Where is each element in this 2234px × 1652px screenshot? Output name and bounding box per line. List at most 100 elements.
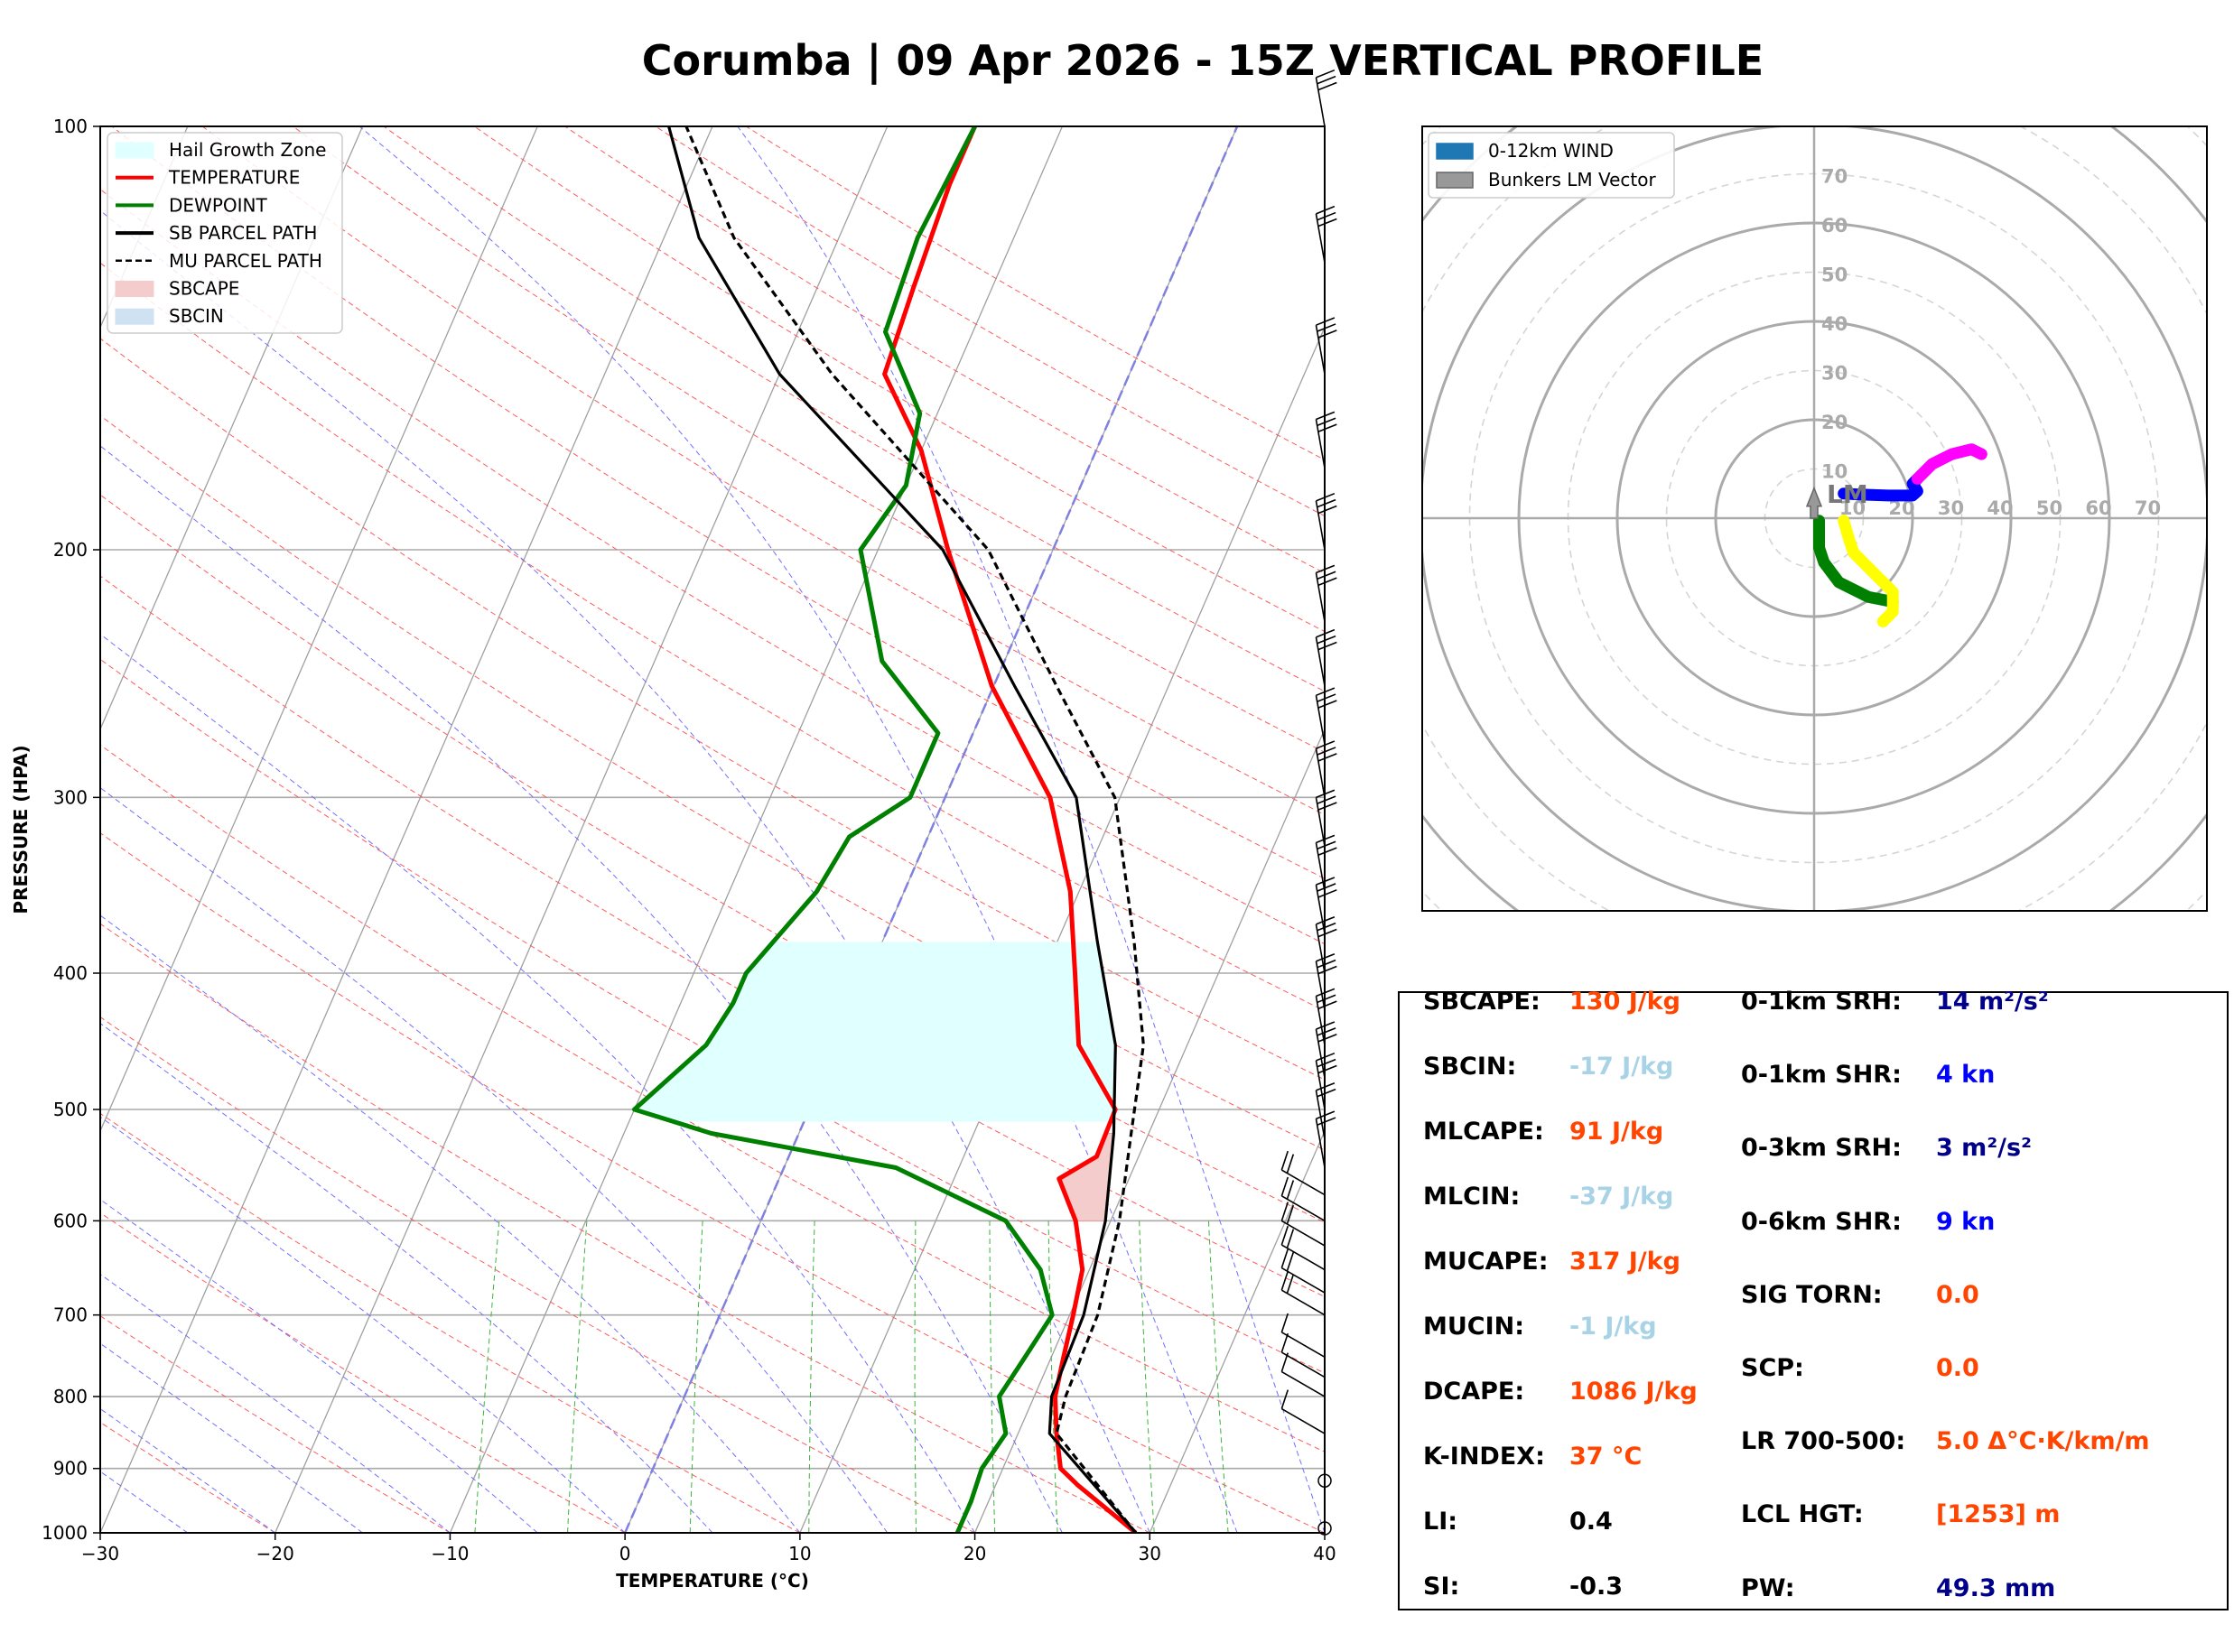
stat-value: 14 m²/s²: [1936, 988, 2049, 1016]
ring-label: 70: [1821, 166, 1848, 188]
stat-label: MUCIN:: [1423, 1313, 1525, 1341]
moist-adiabat: [100, 1199, 538, 1533]
stat-label: 0-1km SHR:: [1741, 1061, 1902, 1090]
stat-value: 4 kn: [1936, 1061, 1996, 1090]
wind-barb: [1315, 411, 1337, 469]
legend-entry: SBCIN: [115, 305, 224, 327]
stat-label: K-INDEX:: [1423, 1443, 1545, 1471]
wind-barb: [1315, 492, 1337, 551]
stat-label: LR 700-500:: [1741, 1427, 1906, 1456]
ring-label: 70: [2135, 497, 2161, 519]
ring-label: 50: [2036, 497, 2062, 519]
stat-value: 0.0: [1936, 1354, 1979, 1382]
wind-barb: [1280, 1150, 1326, 1196]
stat-value: 317 J/kg: [1569, 1248, 1680, 1276]
stat-value: [1253] m: [1936, 1500, 2061, 1529]
isotherm: [100, 126, 713, 1533]
wind-barb: [1315, 740, 1337, 798]
mixing-ratio-line: [914, 1220, 917, 1533]
wind-barb: [1315, 564, 1337, 622]
mixing-ratio-line: [1208, 1220, 1229, 1533]
legend-label: SBCAPE: [169, 278, 239, 300]
legend-label: Hail Growth Zone: [169, 139, 326, 161]
ring-label: 30: [1938, 497, 1964, 519]
stat-value: 37 °C: [1569, 1443, 1643, 1471]
dry-adiabat: [100, 832, 1325, 1533]
wind-barb: [1280, 1225, 1326, 1271]
ring-label: 10: [1821, 461, 1848, 483]
series-mu-parcel-path: [684, 126, 1145, 1533]
moist-adiabat: [100, 1116, 626, 1533]
pressure-tick-label: 400: [53, 962, 88, 984]
stat-value: -0.3: [1569, 1573, 1624, 1601]
ring-label: 30: [1821, 363, 1848, 385]
dry-adiabat: [100, 338, 1325, 1081]
temperature-tick-label: 20: [963, 1543, 986, 1564]
legend-label: Bunkers LM Vector: [1488, 169, 1657, 190]
moist-adiabat: [737, 126, 1325, 1533]
wind-barb: [1280, 1176, 1326, 1222]
stat-label: PW:: [1741, 1573, 1795, 1602]
moist-adiabat: [100, 1471, 189, 1533]
moist-adiabat: [100, 445, 1063, 1533]
mixing-ratio-line: [808, 1220, 815, 1533]
dry-adiabat: [100, 1422, 275, 1533]
isotherm: [100, 126, 538, 1133]
dry-adiabat: [100, 575, 1325, 1298]
wind-barb: [1315, 1021, 1337, 1079]
stat-value: 1086 J/kg: [1569, 1378, 1698, 1406]
wind-barb: [1280, 1202, 1326, 1247]
mixing-ratio-line: [567, 1220, 588, 1533]
dry-adiabat: [100, 1112, 801, 1533]
freezing-isotherm: [623, 126, 1239, 1533]
isotherm: [449, 126, 1064, 1533]
stat-value: -1 J/kg: [1569, 1313, 1657, 1341]
dry-adiabat: [100, 658, 1325, 1374]
y-axis-label: PRESSURE (HPA): [10, 745, 32, 914]
pressure-tick-label: 500: [53, 1099, 88, 1120]
ring-label: 60: [2085, 497, 2111, 519]
ring-label: 20: [1821, 412, 1848, 433]
mixing-ratio-line: [1047, 1220, 1058, 1533]
moist-adiabat: [100, 914, 801, 1533]
dry-adiabat: [100, 494, 1325, 1223]
temperature-tick-label: 0: [619, 1543, 631, 1564]
dry-adiabat: [111, 126, 1325, 879]
moist-adiabat: [100, 209, 1150, 1533]
wind-barb: [1315, 687, 1337, 745]
legend-entry: SB PARCEL PATH: [116, 222, 317, 244]
stat-label: SIG TORN:: [1741, 1280, 1883, 1309]
pressure-tick-label: 600: [53, 1210, 88, 1231]
dry-adiabat: [655, 126, 1325, 517]
series-dewpoint: [632, 126, 1055, 1533]
wind-barb: [1280, 1389, 1326, 1434]
stat-label: 0-1km SRH:: [1741, 988, 1902, 1016]
dry-adiabat: [474, 126, 1325, 633]
stat-label: MLCIN:: [1423, 1183, 1521, 1211]
bunkers-lm-vector: [1805, 486, 1823, 519]
series-sb-parcel-path: [667, 126, 1138, 1533]
stat-label: MLCAPE:: [1423, 1118, 1544, 1146]
moist-adiabat: [100, 633, 976, 1533]
stat-label: LCL HGT:: [1741, 1500, 1864, 1529]
wind-barb: [1315, 834, 1337, 892]
stats-panel: SBCAPE: 130 J/kg SBCIN: -17 J/kg MLCAPE: 91 J…: [1398, 988, 2229, 1610]
hodograph-frame: [1421, 125, 2208, 912]
stat-label: MUCAPE:: [1423, 1248, 1549, 1276]
hodograph-segment: [1911, 443, 1987, 485]
isotherm: [100, 126, 364, 731]
hodograph-ring: [1224, 0, 2234, 1109]
stat-label: SI:: [1423, 1573, 1460, 1601]
temperature-tick-label: 10: [788, 1543, 811, 1564]
hail-growth-zone: [634, 942, 1116, 1122]
stat-value: 3 m²/s²: [1936, 1134, 2032, 1163]
dry-adiabat: [100, 744, 1325, 1452]
legend-entry: TEMPERATURE: [116, 167, 300, 189]
skewt-legend-box: [107, 132, 343, 334]
moist-adiabat: [100, 1273, 451, 1533]
wind-barb: [1315, 915, 1337, 974]
isotherm: [1149, 1129, 1325, 1533]
stat-value: 0.4: [1569, 1508, 1613, 1536]
dry-adiabat: [293, 126, 1325, 753]
